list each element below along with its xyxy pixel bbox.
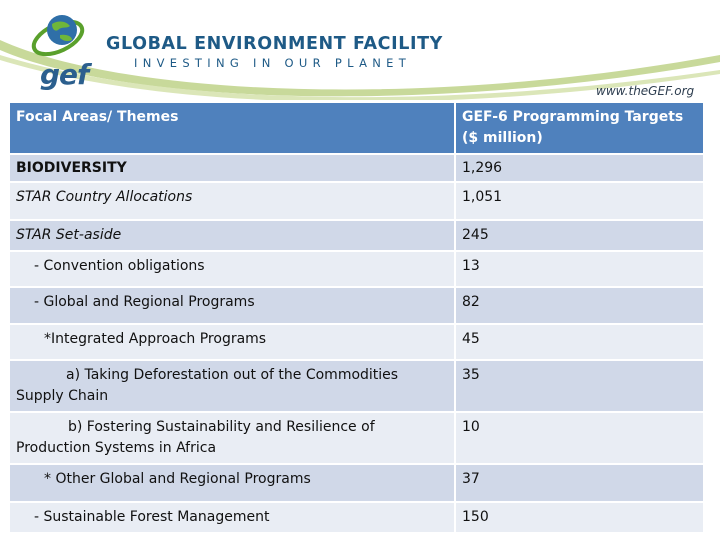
gef-logo-text: gef	[40, 58, 89, 91]
row-value: 1,051	[456, 183, 703, 219]
row-value: 37	[456, 465, 703, 501]
table-row: - Convention obligations 13	[10, 252, 703, 286]
organization-tagline: INVESTING IN OUR PLANET	[134, 56, 412, 70]
row-value: 10	[456, 413, 703, 463]
table-row: STAR Country Allocations 1,051	[10, 183, 703, 219]
row-label: STAR Country Allocations	[10, 183, 454, 219]
row-label: - Global and Regional Programs	[10, 288, 454, 323]
header-swoosh-decoration	[0, 40, 720, 100]
programming-targets-table: Focal Areas/ Themes GEF-6 Programming Ta…	[8, 101, 705, 534]
row-value: 1,296	[456, 155, 703, 181]
table-row: BIODIVERSITY 1,296	[10, 155, 703, 181]
row-label-line: Supply Chain	[16, 388, 109, 404]
table-row: - Global and Regional Programs 82	[10, 288, 703, 323]
row-value: 82	[456, 288, 703, 323]
table-row: STAR Set-aside 245	[10, 221, 703, 250]
row-label-line: b) Fostering Sustainability and Resilien…	[68, 419, 375, 435]
table-row: *Integrated Approach Programs 45	[10, 325, 703, 359]
row-label: - Convention obligations	[10, 252, 454, 286]
row-value: 245	[456, 221, 703, 250]
table-row: * Other Global and Regional Programs 37	[10, 465, 703, 501]
row-label-line: Production Systems in Africa	[16, 440, 217, 456]
row-label: b) Fostering Sustainability and Resilien…	[10, 413, 454, 463]
row-label: *Integrated Approach Programs	[10, 325, 454, 359]
website-url: www.theGEF.org	[596, 84, 695, 98]
table-row: b) Fostering Sustainability and Resilien…	[10, 413, 703, 463]
row-label: * Other Global and Regional Programs	[10, 465, 454, 501]
slide-header: gef GLOBAL ENVIRONMENT FACILITY INVESTIN…	[0, 0, 720, 100]
globe-logo-icon	[31, 15, 85, 57]
table-row: - Sustainable Forest Management 150	[10, 503, 703, 532]
column-header-targets: GEF-6 Programming Targets ($ million)	[456, 103, 703, 153]
row-label: STAR Set-aside	[10, 221, 454, 250]
row-label-line: a) Taking Deforestation out of the Commo…	[66, 367, 399, 383]
row-label: - Sustainable Forest Management	[10, 503, 454, 532]
row-label: BIODIVERSITY	[10, 155, 454, 181]
column-header-focal-areas: Focal Areas/ Themes	[10, 103, 454, 153]
row-value: 45	[456, 325, 703, 359]
row-label: a) Taking Deforestation out of the Commo…	[10, 361, 454, 411]
organization-title: GLOBAL ENVIRONMENT FACILITY	[106, 34, 443, 54]
row-value: 150	[456, 503, 703, 532]
table-header-row: Focal Areas/ Themes GEF-6 Programming Ta…	[10, 103, 703, 153]
row-value: 13	[456, 252, 703, 286]
row-value: 35	[456, 361, 703, 411]
table-row: a) Taking Deforestation out of the Commo…	[10, 361, 703, 411]
